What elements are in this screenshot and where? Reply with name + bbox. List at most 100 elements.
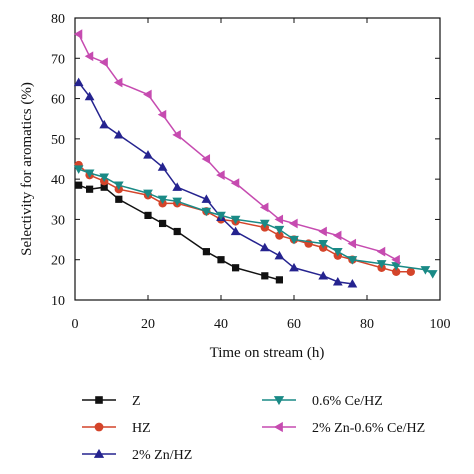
series-line-0-6-ce-hz [78, 168, 434, 275]
data-point [230, 178, 240, 189]
data-point [201, 154, 211, 164]
data-point [84, 169, 95, 178]
y-tick-label: 30 [51, 213, 65, 228]
y-tick-label: 70 [51, 52, 65, 67]
legend-marker [273, 421, 283, 433]
data-point [73, 165, 84, 174]
x-tick-label: 0 [72, 317, 79, 332]
data-point [86, 185, 94, 193]
legend-marker [94, 422, 104, 432]
y-tick-label: 10 [51, 294, 65, 309]
legend-label: 0.6% Ce/HZ [312, 394, 383, 409]
data-point [84, 51, 94, 62]
data-point [172, 129, 181, 140]
y-tick-label: 20 [51, 254, 65, 269]
legend-marker [93, 448, 105, 458]
y-tick-label: 50 [51, 133, 65, 148]
data-point [143, 89, 152, 100]
plot-frame [74, 17, 441, 301]
x-tick-label: 20 [141, 317, 155, 332]
x-axis-label: Time on stream (h) [210, 345, 325, 361]
data-point [347, 279, 358, 288]
data-point [99, 119, 110, 129]
y-tick-label: 40 [51, 173, 65, 188]
legend-label: 2% Zn/HZ [132, 448, 192, 463]
data-point [289, 262, 299, 272]
data-point [230, 226, 241, 236]
legend: Z HZ 2% Zn/HZ 0.6% Ce/HZ 2% Zn-0.6% Ce/HZ [82, 394, 425, 463]
data-point [261, 272, 269, 280]
data-point [347, 238, 357, 249]
data-point [392, 267, 401, 276]
data-point [113, 77, 123, 88]
data-point [420, 266, 431, 275]
data-point [347, 256, 358, 265]
data-point [275, 231, 284, 240]
data-point [376, 246, 386, 257]
y-tick-label: 60 [51, 93, 65, 108]
legend-label: 2% Zn-0.6% Ce/HZ [312, 421, 425, 436]
data-point [274, 225, 285, 235]
data-point [99, 173, 110, 182]
legend-item: 2% Zn-0.6% Ce/HZ [262, 421, 425, 436]
data-point [391, 262, 402, 271]
series-line-hz [78, 164, 411, 273]
data-point [318, 226, 327, 237]
legend-label: Z [132, 394, 141, 409]
data-point [143, 189, 153, 199]
x-tick-label: 80 [360, 317, 374, 332]
data-point [318, 270, 329, 280]
data-point [376, 260, 387, 269]
x-tick-label: 100 [430, 317, 451, 332]
data-point [259, 219, 270, 229]
data-point [332, 230, 342, 241]
data-point [427, 270, 438, 279]
data-point [73, 77, 84, 87]
data-point [159, 219, 167, 228]
data-point [275, 276, 283, 284]
data-point [73, 29, 83, 39]
legend-marker [273, 396, 285, 406]
data-point [217, 256, 225, 264]
data-point [115, 195, 123, 203]
legend-item: 2% Zn/HZ [82, 448, 192, 463]
series-z [75, 181, 283, 284]
y-axis-label: Selectivity for aromatics (%) [19, 82, 35, 256]
data-point [157, 195, 168, 205]
data-point [75, 181, 83, 189]
data-point [289, 218, 298, 229]
data-point [172, 197, 183, 207]
series-0-6-ce-hz [73, 165, 438, 279]
data-point [230, 215, 241, 225]
x-tick-label: 60 [287, 317, 301, 332]
data-point [332, 248, 343, 257]
data-point [113, 129, 124, 139]
data-point [216, 211, 226, 221]
data-point [318, 239, 329, 249]
data-point [143, 150, 153, 159]
data-point [172, 182, 183, 191]
data-point [259, 242, 270, 252]
axes: 0 20 40 60 80 100 10 20 30 40 50 60 70 80 [51, 12, 451, 332]
legend-item: HZ [82, 421, 151, 436]
legend-item: Z [82, 394, 141, 409]
series-2-zn-hz [73, 77, 358, 288]
data-point [289, 235, 299, 245]
data-point [113, 181, 124, 191]
series-line-2-zn-0-6-ce-hz [77, 33, 397, 261]
x-tick-label: 40 [214, 317, 228, 332]
legend-label: HZ [132, 421, 151, 436]
data-point [259, 202, 269, 213]
data-point [332, 277, 343, 286]
data-point [406, 267, 415, 276]
data-point [201, 207, 212, 217]
data-point [274, 250, 285, 260]
data-point [157, 162, 168, 171]
series-line-2-zn-hz [78, 81, 353, 285]
data-point [391, 254, 400, 265]
data-point [144, 211, 152, 219]
data-point [84, 91, 95, 101]
data-point [202, 248, 210, 256]
data-point [274, 214, 284, 225]
